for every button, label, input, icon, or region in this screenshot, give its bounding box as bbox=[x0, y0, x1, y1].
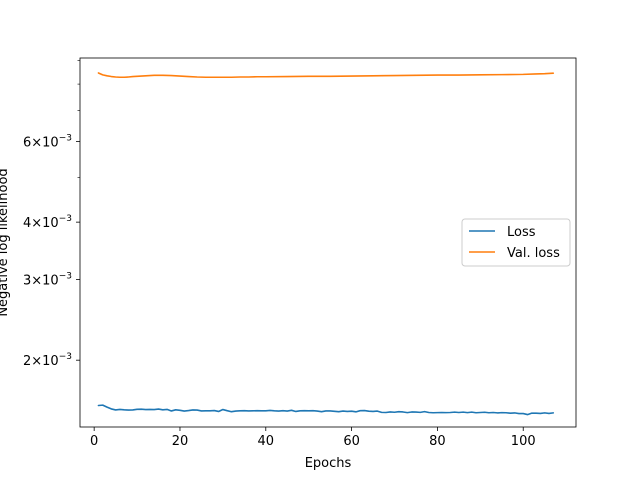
y-axis-title: Negative log likelihood bbox=[0, 168, 11, 316]
x-tick-label: 20 bbox=[172, 434, 189, 449]
x-axis-title: Epochs bbox=[305, 456, 352, 471]
x-tick-label: 60 bbox=[343, 434, 360, 449]
y-tick-label: 2×10−3 bbox=[23, 352, 72, 369]
y-tick-label: 4×10−3 bbox=[23, 214, 72, 231]
y-tick-label: 3×10−3 bbox=[23, 271, 72, 288]
plot-frame bbox=[79, 57, 577, 428]
series-layer bbox=[97, 72, 555, 416]
y-axis: 2×10−3 3×10−3 4×10−3 6×10−3 bbox=[23, 60, 80, 369]
series-line-val-loss bbox=[97, 72, 555, 79]
legend-label: Loss bbox=[507, 225, 536, 240]
legend: Loss Val. loss bbox=[461, 218, 571, 267]
y-tick-label: 6×10−3 bbox=[23, 133, 72, 150]
x-tick-label: 0 bbox=[90, 434, 98, 449]
x-axis: 0 20 40 60 80 100 bbox=[90, 427, 536, 449]
x-tick-label: 40 bbox=[258, 434, 275, 449]
x-tick-label: 100 bbox=[511, 434, 536, 449]
series-line-loss bbox=[97, 404, 555, 416]
x-tick-label: 80 bbox=[429, 434, 446, 449]
legend-label: Val. loss bbox=[507, 246, 560, 261]
